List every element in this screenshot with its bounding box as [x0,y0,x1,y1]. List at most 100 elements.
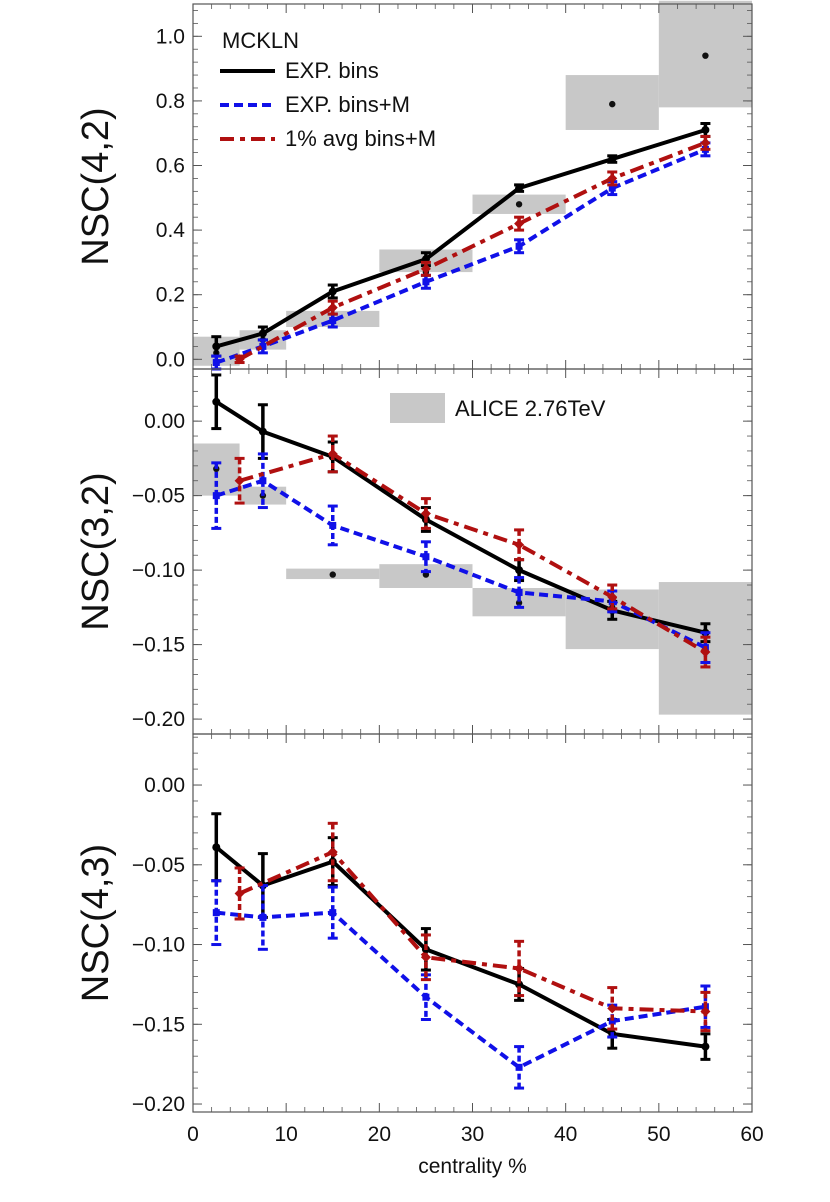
data-point [212,909,220,917]
data-point [234,888,245,899]
y-tick-label: −0.05 [132,485,185,508]
x-tick-label: 50 [647,1123,670,1146]
series-avg_bins_m [234,821,711,1033]
y-axis-label: NSC(4,3) [75,844,117,1002]
data-point [514,539,525,550]
data-point [327,448,338,459]
data-point [608,155,617,164]
legend-alice: ALICE 2.76TeV [390,393,606,423]
x-tick-label: 60 [740,1123,763,1146]
y-axis-label: NSC(3,2) [75,472,117,630]
legend-entry: EXP. bins [285,58,379,83]
panel-nsc42: 0.0 0.2 0.4 0.6 0.8 1.0 NSC(4,2) MCKLN EXP. bins… [75,0,753,371]
legend: MCKLN EXP. bins EXP. bins+M 1% avg bins+M [220,28,436,151]
data-point [515,980,524,989]
data-point [212,492,220,500]
plot-background [193,4,752,1112]
series-avg_bins_m [234,134,711,365]
data-point [234,354,245,365]
series-line [239,451,707,654]
series-line [238,850,706,1014]
data-point [259,913,267,921]
data-point [422,278,430,286]
data-point [700,1006,711,1017]
y-tick-label: 0.0 [156,348,185,371]
y-tick-label: 0.8 [156,90,185,113]
alice-point [702,52,709,59]
series-exp_bins [211,122,711,358]
data-point [608,184,616,192]
y-tick-label: 0.2 [156,284,185,307]
y-tick-label: −0.10 [132,559,185,582]
data-point [327,302,338,313]
data-point [515,566,524,575]
y-tick-label: −0.20 [132,708,185,731]
y-tick-label: −0.15 [132,1013,185,1036]
data-point [259,342,267,350]
y-tick-label: 0.00 [144,774,185,797]
y-tick-label: 0.6 [156,155,185,178]
y-tick-label: 1.0 [156,25,185,48]
data-point [329,317,337,325]
data-point [515,588,523,596]
x-axis-label: centrality % [418,1155,527,1178]
legend-swatch-alice [390,393,445,423]
legend-entry: 1% avg bins+M [285,126,436,151]
data-point [700,647,711,658]
data-point [328,287,337,296]
data-point [515,1063,523,1071]
series-line [238,141,707,362]
panel-frame [192,733,753,1113]
y-tick-label: −0.10 [132,934,185,957]
panel-nsc43: 0.00 −0.05 −0.10 −0.15 −0.20 NSC(4,3) 0 10 20 30 4… [75,733,764,1178]
y-axis-label: NSC(4,2) [75,107,117,265]
panel-nsc32: 0.00 −0.05 −0.10 −0.15 −0.20 NSC(3,2) ALICE 2.… [75,368,753,735]
x-tick-label: 10 [274,1123,297,1146]
y-tick-label: −0.05 [132,854,185,877]
data-point [515,184,524,193]
data-point [212,843,221,852]
legend-title: MCKLN [222,28,299,53]
data-point [514,963,525,974]
data-point [700,137,711,148]
data-point [258,427,267,436]
data-point [515,242,523,250]
data-point [212,359,220,367]
alice-point [609,100,616,108]
x-tick-label: 30 [461,1123,484,1146]
data-point [420,952,431,963]
data-point [701,125,710,134]
x-tick-label: 40 [554,1123,577,1146]
alice-point [329,571,336,578]
data-point [607,591,618,602]
alice-point [515,201,523,208]
legend-entry-alice: ALICE 2.76TeV [455,396,606,421]
data-point [327,847,338,858]
x-tick-label: 0 [187,1123,199,1146]
data-point [234,475,245,486]
data-point [607,1003,618,1014]
data-point [607,173,618,184]
legend-entry: EXP. bins+M [285,92,410,117]
data-point [329,521,337,529]
series-avg_bins_m [234,434,711,669]
x-tick-label: 20 [368,1123,391,1146]
data-point [514,218,525,229]
data-point [701,1042,710,1051]
data-point [212,397,221,406]
data-point [422,553,430,561]
y-tick-label: 0.00 [144,410,185,433]
y-tick-label: −0.15 [132,634,185,657]
data-point [422,993,430,1001]
data-point [212,342,221,351]
data-point [258,329,267,338]
y-tick-label: 0.4 [156,219,186,242]
data-point [420,263,431,274]
data-point [608,1017,616,1025]
data-point [259,477,267,485]
data-point [420,508,431,519]
data-point [329,909,337,917]
y-tick-label: −0.20 [132,1093,185,1116]
